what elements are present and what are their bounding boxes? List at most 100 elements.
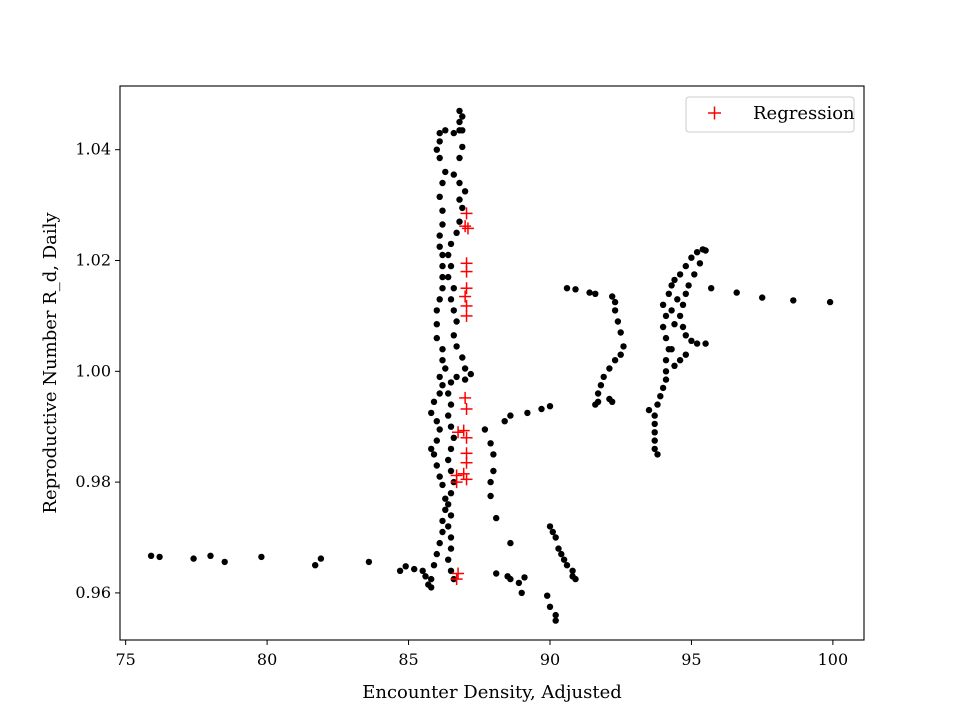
data-point — [190, 555, 197, 562]
data-point — [317, 555, 325, 562]
data-point — [679, 301, 687, 308]
data-point — [402, 563, 409, 570]
data-point — [676, 312, 684, 320]
data-point — [657, 393, 664, 400]
regression-point — [461, 222, 474, 235]
plot-frame — [119, 85, 865, 641]
data-point — [447, 490, 455, 497]
data-point — [524, 409, 531, 417]
data-point — [221, 558, 228, 566]
data-point — [518, 589, 525, 597]
data-point — [659, 301, 667, 308]
data-point — [456, 218, 463, 225]
regression-point — [459, 290, 472, 303]
data-point — [521, 574, 528, 581]
data-point — [433, 462, 440, 469]
data-point — [487, 492, 494, 500]
data-point — [671, 321, 678, 328]
data-point — [439, 346, 446, 353]
data-point — [442, 506, 449, 513]
data-point — [544, 592, 551, 599]
data-point — [456, 196, 463, 203]
data-point — [597, 382, 605, 389]
data-point — [433, 321, 440, 328]
data-point — [447, 240, 455, 248]
data-point — [445, 501, 452, 508]
data-point — [436, 154, 443, 162]
data-point — [433, 146, 440, 153]
data-point — [447, 262, 455, 270]
data-point — [662, 357, 670, 364]
x-axis-label: Encounter Density, Adjusted — [362, 682, 622, 703]
legend-regression-label: Regression — [753, 103, 855, 124]
data-point — [651, 445, 658, 453]
data-point — [651, 437, 658, 444]
data-point — [668, 307, 675, 314]
regression-point — [457, 467, 470, 480]
data-point — [662, 368, 670, 375]
data-point — [436, 232, 443, 239]
data-point — [617, 329, 624, 336]
x-tick-label: 80 — [257, 650, 277, 669]
regression-point — [457, 424, 470, 437]
data-point — [611, 298, 619, 306]
x-tick-label: 95 — [681, 650, 701, 669]
data-point — [450, 307, 457, 314]
y-tick-label: 0.98 — [75, 472, 111, 491]
y-tick-label: 0.96 — [75, 583, 111, 602]
data-point — [422, 573, 429, 580]
data-point — [679, 323, 687, 331]
data-point — [682, 332, 689, 339]
data-point — [702, 340, 709, 347]
data-point — [445, 390, 452, 397]
data-point — [428, 445, 435, 453]
regression-point — [460, 473, 473, 486]
data-point — [696, 260, 704, 267]
data-point — [428, 409, 435, 417]
data-point — [592, 401, 599, 408]
data-point — [654, 451, 661, 458]
data-point — [507, 539, 514, 547]
data-point — [439, 262, 446, 270]
data-point — [436, 243, 443, 250]
data-point — [436, 426, 443, 433]
data-point — [447, 401, 455, 408]
regression-point — [460, 282, 473, 295]
regression-point — [460, 265, 473, 278]
data-point — [708, 285, 715, 292]
data-point — [487, 440, 494, 447]
data-point — [481, 426, 489, 433]
regression-point — [460, 207, 473, 220]
data-point — [676, 271, 684, 278]
x-tick-label: 85 — [398, 650, 418, 669]
data-point — [461, 365, 469, 372]
y-axis-label: Reproductive Number R_d, Daily — [40, 212, 61, 514]
data-point — [436, 129, 443, 137]
data-point — [445, 273, 452, 281]
data-point — [456, 154, 463, 162]
data-point — [688, 337, 695, 344]
legend: Regression — [685, 96, 855, 133]
data-point — [442, 127, 449, 134]
data-point — [682, 290, 689, 297]
data-point — [662, 334, 670, 342]
data-point — [430, 562, 438, 569]
data-point — [439, 481, 446, 489]
data-point — [546, 603, 554, 610]
data-point — [668, 346, 675, 353]
data-point — [546, 403, 554, 410]
data-point — [433, 334, 440, 342]
data-point — [430, 398, 438, 405]
data-point — [442, 365, 449, 372]
y-tick-label: 1.02 — [75, 251, 111, 270]
data-point — [439, 273, 446, 281]
data-point — [600, 373, 607, 381]
data-point — [447, 296, 455, 303]
data-point — [207, 552, 214, 559]
data-point — [365, 558, 373, 566]
data-point — [645, 406, 653, 414]
data-point — [428, 584, 435, 591]
data-point — [447, 445, 455, 453]
data-point — [442, 495, 449, 502]
data-point — [459, 204, 466, 212]
